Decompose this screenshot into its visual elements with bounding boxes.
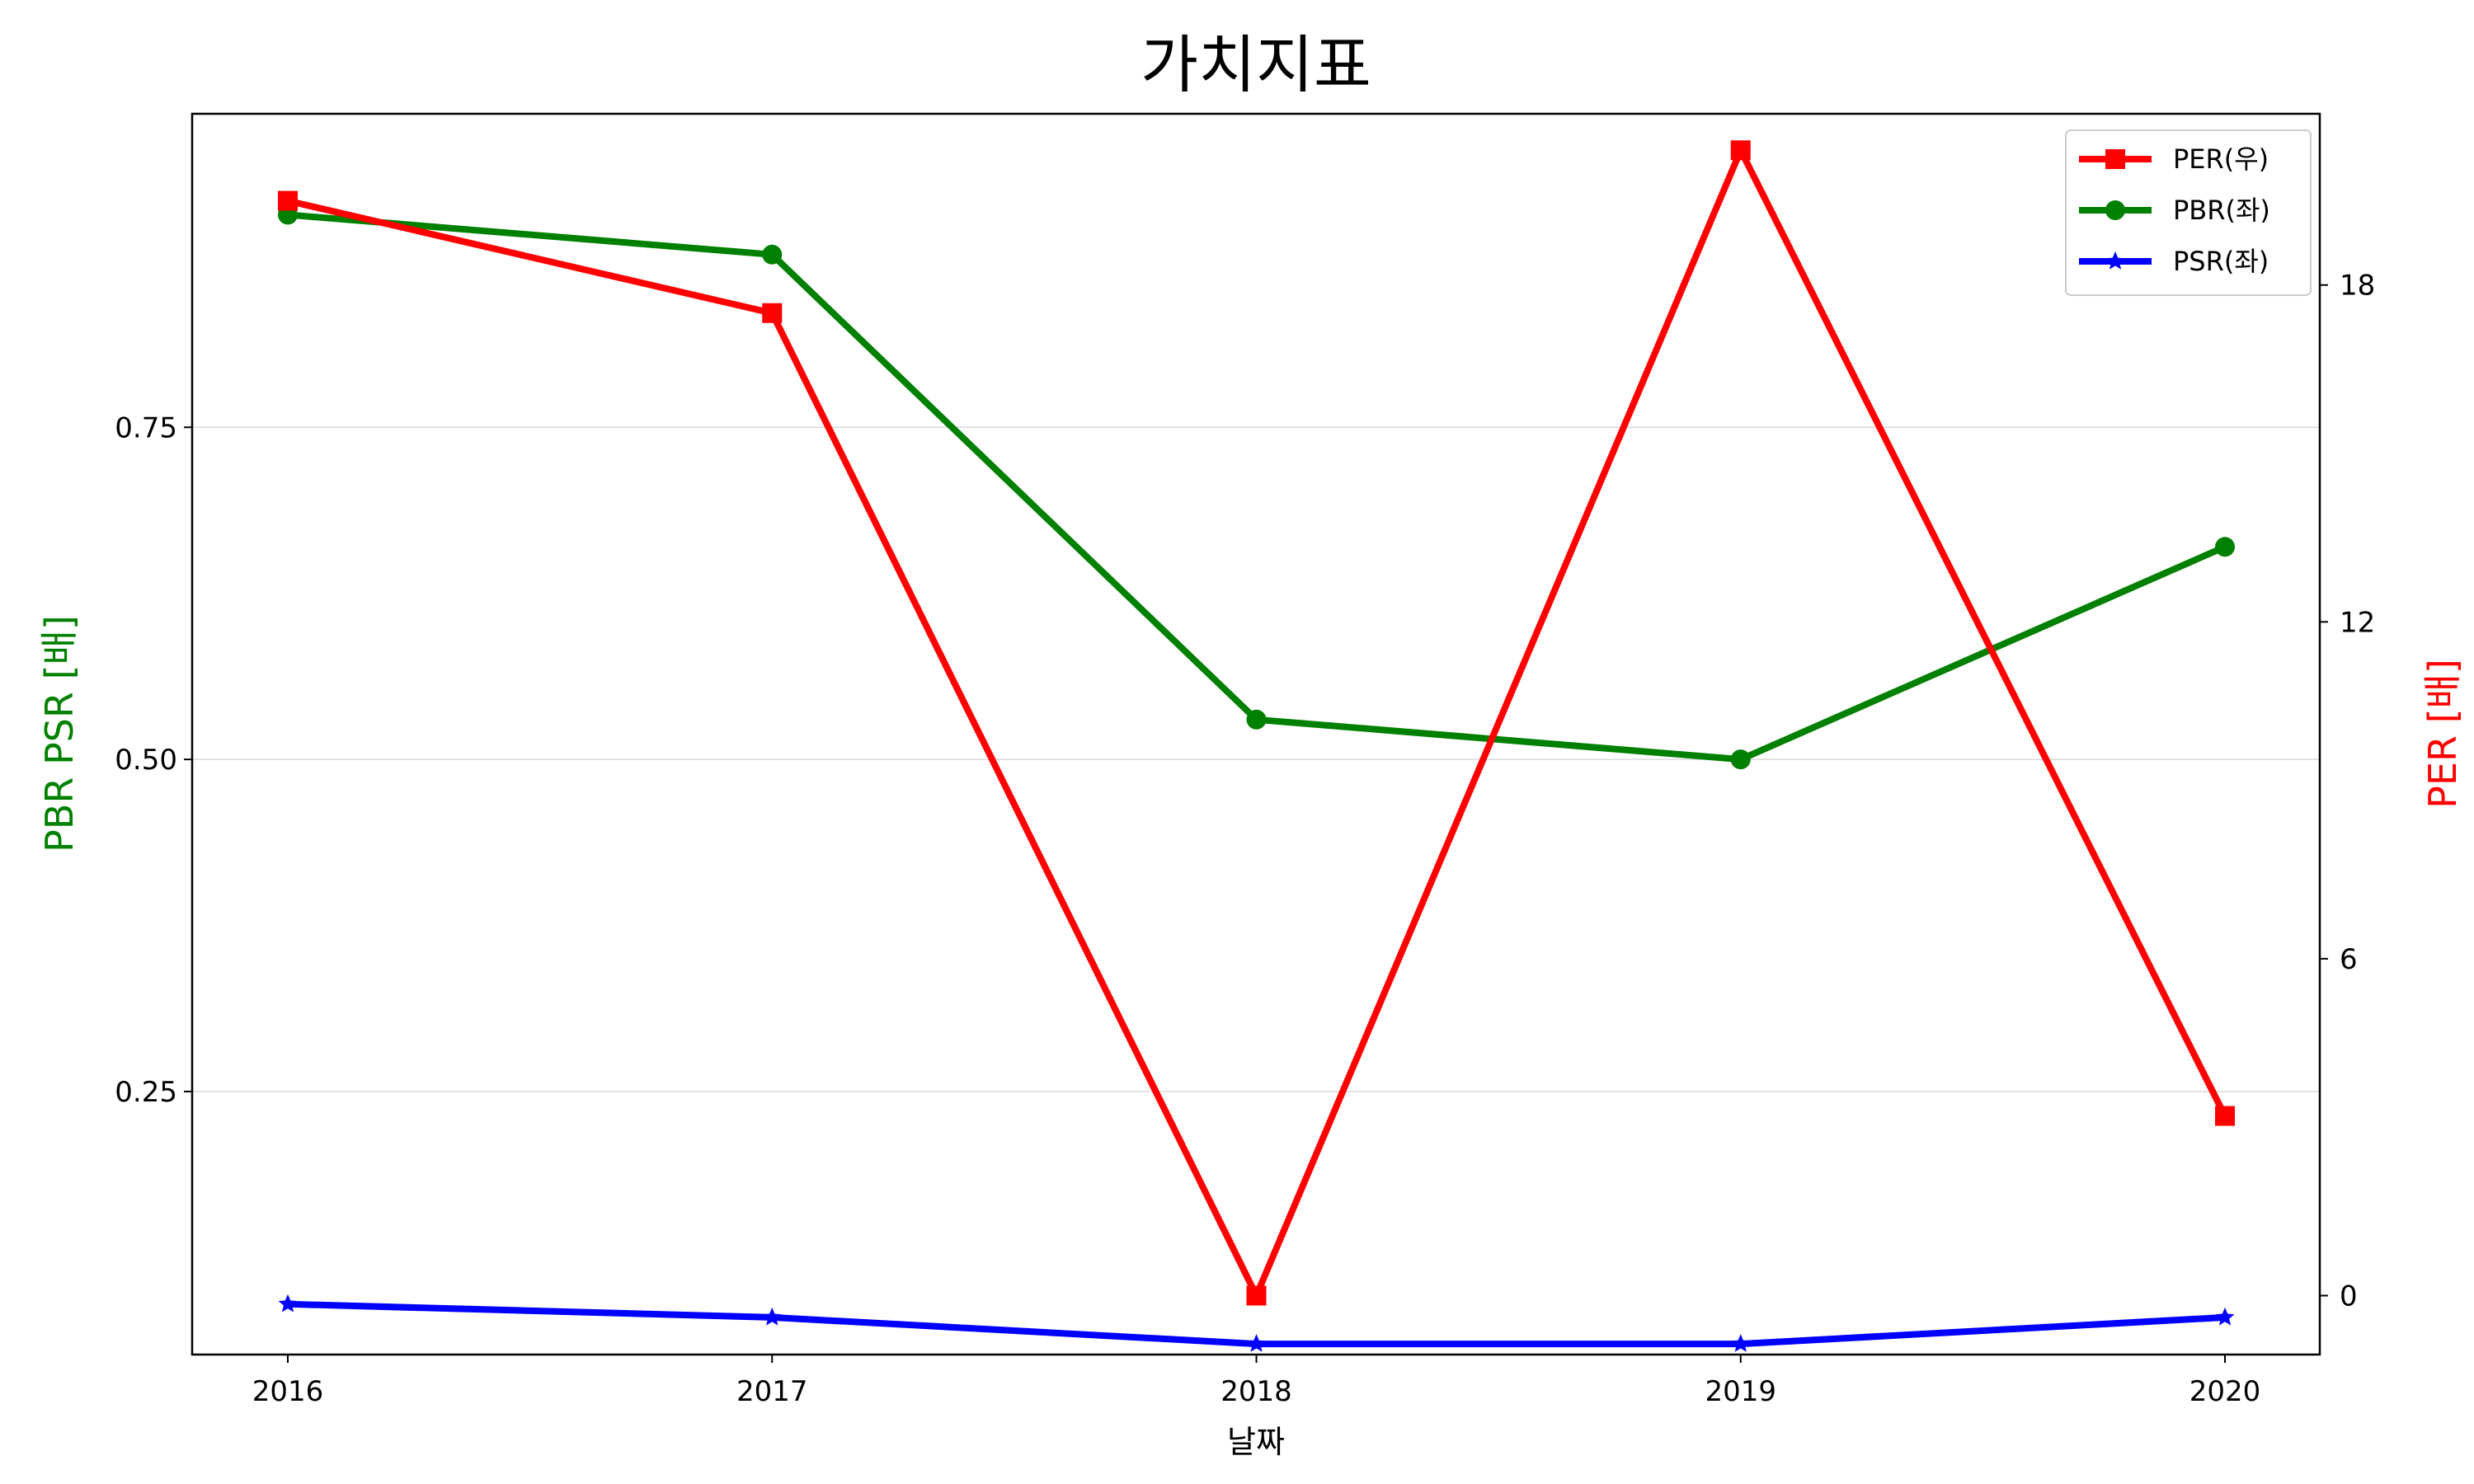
axes-layer: 0.25 0.50 0.75 0 6 12 18 2016 2017 2018 2019 2020 — [115, 270, 2375, 1408]
series-layer — [278, 140, 2235, 1352]
legend: PER(우) PBR(좌) PSR(좌) — [2065, 129, 2312, 296]
data-point-per — [1730, 140, 1751, 161]
data-point-per — [278, 190, 298, 211]
legend-box — [2065, 129, 2312, 296]
data-point-psr — [762, 1307, 782, 1326]
legend-marker-pbr — [2105, 200, 2125, 220]
data-point-per — [762, 303, 783, 323]
y-right-tick-label: 12 — [2340, 606, 2375, 639]
y-left-tick-label: 0.25 — [115, 1076, 177, 1109]
data-point-psr — [278, 1294, 298, 1313]
data-point-pbr — [1246, 709, 1267, 730]
data-point-psr — [2215, 1307, 2235, 1326]
plot-frame — [190, 112, 2321, 1356]
data-point-psr — [1247, 1334, 1266, 1352]
x-tick-label: 2020 — [2189, 1375, 2261, 1408]
data-point-per — [2215, 1106, 2235, 1126]
series-pbr — [278, 204, 2235, 770]
data-point-pbr — [762, 244, 783, 265]
series-per — [278, 140, 2235, 1306]
x-tick-label: 2019 — [1705, 1375, 1776, 1408]
series-line-pbr — [287, 211, 2227, 763]
y-axis-left-label: PBR PSR [배] — [37, 615, 82, 852]
legend-label-per: PER(우) — [2173, 143, 2269, 175]
x-tick-label: 2017 — [736, 1375, 808, 1408]
x-axis-label: 날짜 — [1227, 1424, 1285, 1460]
y-axis-right-label: PER [배] — [2420, 659, 2465, 809]
grid-layer — [192, 426, 2320, 1092]
data-point-pbr — [2215, 537, 2235, 557]
y-right-tick-label: 6 — [2340, 943, 2358, 976]
x-tick-label: 2016 — [252, 1375, 324, 1408]
chart-title: 가치지표 — [1141, 28, 1371, 101]
y-right-tick-label: 0 — [2340, 1280, 2358, 1313]
series-psr — [278, 1294, 2235, 1352]
data-point-per — [1246, 1285, 1267, 1306]
x-tick-label: 2018 — [1221, 1375, 1292, 1408]
legend-label-pbr: PBR(좌) — [2173, 195, 2270, 226]
data-point-pbr — [1730, 749, 1751, 770]
legend-marker-per — [2105, 149, 2125, 169]
y-left-tick-label: 0.75 — [115, 411, 177, 444]
y-right-tick-label: 18 — [2340, 270, 2375, 303]
data-point-psr — [1731, 1334, 1751, 1352]
legend-label-psr: PSR(좌) — [2173, 246, 2269, 277]
legend-marker-psr — [2105, 251, 2125, 270]
y-left-tick-label: 0.50 — [115, 744, 177, 777]
